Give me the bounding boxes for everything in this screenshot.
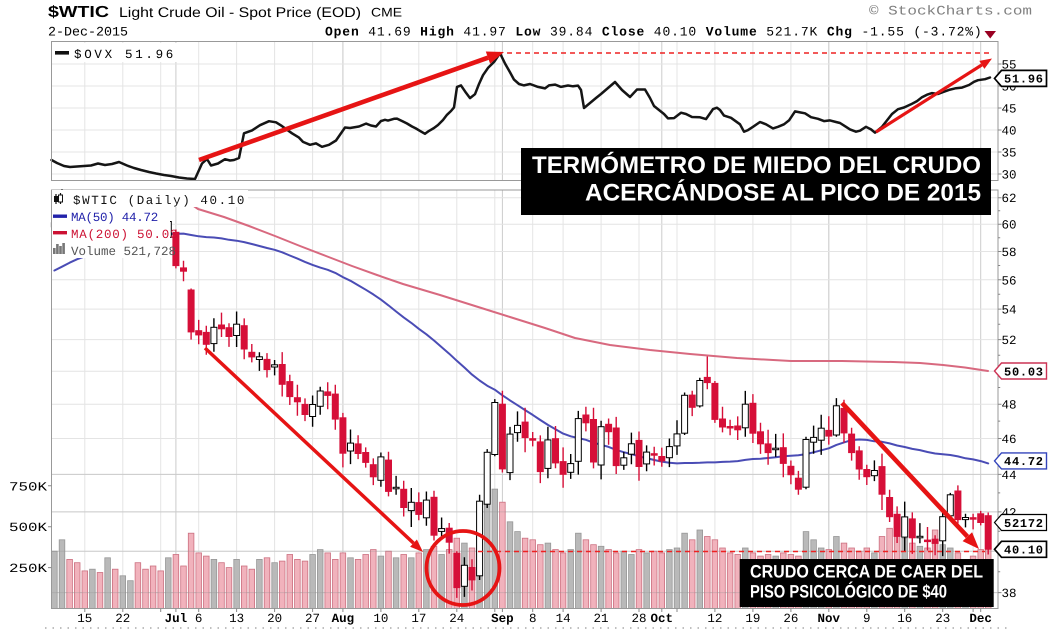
svg-text:Volume 521,728: Volume 521,728 <box>71 245 176 259</box>
svg-text:45: 45 <box>1002 103 1017 117</box>
svg-text:ACERCÁNDOSE AL PICO DE 2015: ACERCÁNDOSE AL PICO DE 2015 <box>585 179 981 207</box>
svg-text:27: 27 <box>305 612 320 626</box>
svg-text:44.72: 44.72 <box>1004 455 1044 469</box>
svg-text:62: 62 <box>1002 192 1017 206</box>
svg-text:58: 58 <box>1002 246 1017 260</box>
svg-text:MA(50) 44.72: MA(50) 44.72 <box>71 211 158 225</box>
svg-text:Sep: Sep <box>491 612 514 626</box>
svg-text:46: 46 <box>1002 433 1017 447</box>
svg-text:PISO PSICOLÓGICO DE $40: PISO PSICOLÓGICO DE $40 <box>750 582 947 602</box>
svg-text:Light Crude Oil - Spot Price (: Light Crude Oil - Spot Price (EOD) <box>119 4 361 20</box>
svg-text:40.10: 40.10 <box>1004 544 1044 558</box>
svg-text:40: 40 <box>1002 125 1017 139</box>
svg-text:Nov: Nov <box>818 612 841 626</box>
svg-text:38: 38 <box>1002 587 1017 601</box>
svg-text:44: 44 <box>1002 469 1017 483</box>
svg-text:21: 21 <box>594 612 609 626</box>
svg-text:10: 10 <box>373 612 388 626</box>
svg-text:22: 22 <box>115 612 130 626</box>
svg-text:CME: CME <box>371 6 402 20</box>
svg-text:8: 8 <box>529 612 537 626</box>
svg-text:MA(200) 50.03: MA(200) 50.03 <box>71 228 178 242</box>
svg-text:28: 28 <box>632 612 647 626</box>
svg-text:9: 9 <box>863 612 871 626</box>
svg-text:TERMÓMETRO DE MIEDO DEL CRUDO: TERMÓMETRO DE MIEDO DEL CRUDO <box>532 151 981 179</box>
svg-text:250K: 250K <box>9 562 48 576</box>
svg-text:52: 52 <box>1002 334 1017 348</box>
svg-text:23: 23 <box>935 612 950 626</box>
svg-text:50.03: 50.03 <box>1004 365 1044 379</box>
svg-text:15: 15 <box>77 612 92 626</box>
svg-text:2-Dec-2015: 2-Dec-2015 <box>48 25 128 40</box>
svg-text:13: 13 <box>229 612 244 626</box>
svg-text:35: 35 <box>1002 147 1017 161</box>
svg-text:19: 19 <box>745 612 760 626</box>
svg-text:CRUDO CERCA DE CAER DEL: CRUDO CERCA DE CAER DEL <box>750 562 983 582</box>
svg-text:60: 60 <box>1002 219 1017 233</box>
svg-text:750K: 750K <box>9 480 48 494</box>
svg-text:30: 30 <box>1002 169 1017 183</box>
svg-text:Dec: Dec <box>969 612 992 626</box>
svg-text:52172: 52172 <box>1004 517 1044 531</box>
svg-text:$WTIC: $WTIC <box>48 4 110 21</box>
svg-text:17: 17 <box>411 612 426 626</box>
svg-text:$WTIC (Daily) 40.10: $WTIC (Daily) 40.10 <box>73 194 246 208</box>
svg-text:500K: 500K <box>9 521 48 535</box>
svg-text:Jul: Jul <box>165 612 188 626</box>
svg-text:14: 14 <box>556 612 571 626</box>
svg-text:24: 24 <box>449 612 464 626</box>
svg-text:© StockCharts.com: © StockCharts.com <box>869 4 1032 19</box>
svg-text:12: 12 <box>707 612 722 626</box>
svg-text:51.96: 51.96 <box>1004 73 1044 87</box>
svg-text:Open 41.69 High 41.97 Low 39.8: Open 41.69 High 41.97 Low 39.84 Close 40… <box>325 25 983 40</box>
svg-text:54: 54 <box>1002 304 1017 318</box>
svg-text:56: 56 <box>1002 274 1017 288</box>
svg-text:Aug: Aug <box>332 612 355 626</box>
svg-text:20: 20 <box>267 612 282 626</box>
svg-text:16: 16 <box>897 612 912 626</box>
svg-text:Oct: Oct <box>651 612 674 626</box>
svg-text:$OVX 51.96: $OVX 51.96 <box>74 48 176 62</box>
svg-text:48: 48 <box>1002 399 1017 413</box>
svg-text:26: 26 <box>783 612 798 626</box>
svg-text:55: 55 <box>1002 59 1017 73</box>
svg-text:6: 6 <box>195 612 203 626</box>
